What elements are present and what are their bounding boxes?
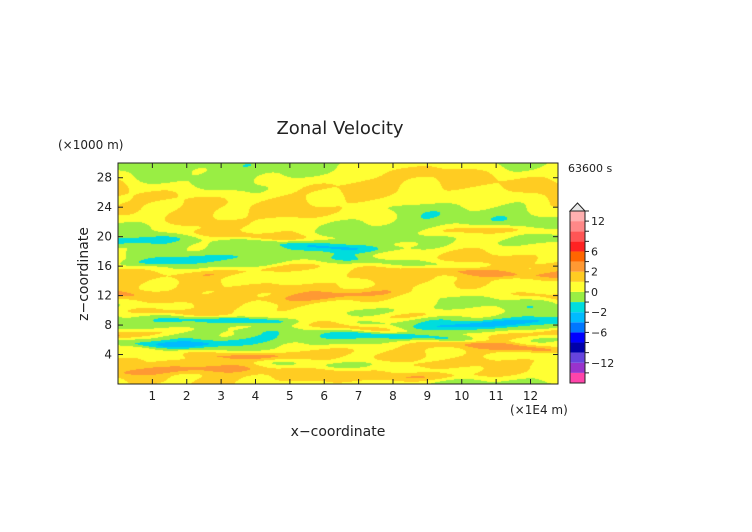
colorbar-swatch: [570, 231, 585, 242]
x-tick-label: 6: [320, 389, 328, 403]
y-tick-label: 16: [97, 259, 112, 273]
colorbar-tick-label: 2: [591, 266, 598, 279]
colorbar-swatch: [570, 261, 585, 272]
x-tick-label: 12: [523, 389, 538, 403]
time-label: 63600 s: [568, 162, 612, 175]
x-tick-label: 10: [454, 389, 469, 403]
colorbar-swatch: [570, 291, 585, 303]
y-tick-label: 8: [104, 318, 112, 332]
colorbar-extend-arrow: [568, 202, 587, 212]
colorbar-swatch: [570, 211, 585, 222]
colorbar-swatch: [570, 281, 585, 292]
colorbar-swatch: [570, 312, 585, 323]
colorbar-tick-label: 12: [591, 215, 605, 228]
y-tick-label: 24: [97, 200, 112, 214]
y-tick-label: 28: [97, 171, 112, 185]
x-unit-label: (×1E4 m): [510, 403, 568, 417]
x-tick-label: 2: [183, 389, 191, 403]
x-tick-label: 8: [389, 389, 397, 403]
colorbar-swatch: [570, 352, 585, 363]
colorbar-swatch: [570, 322, 585, 333]
x-axis-label: x−coordinate: [291, 424, 386, 440]
x-tick-label: 3: [217, 389, 225, 403]
colorbar-tick-label: 0: [591, 286, 598, 299]
colorbar-frame: [569, 210, 586, 384]
colorbar-swatch: [570, 221, 585, 232]
plot-area: [117, 162, 559, 385]
y-tick-label: 12: [97, 289, 112, 303]
colorbar-swatch: [570, 302, 585, 313]
y-axis-label: z−coordinate: [76, 227, 92, 321]
colorbar-swatch: [570, 332, 585, 343]
colorbar-tick-label: −2: [591, 306, 607, 319]
x-tick-label: 4: [252, 389, 260, 403]
colorbar-swatch: [570, 342, 585, 353]
velocity-field: [118, 163, 558, 384]
y-tick-label: 4: [104, 348, 112, 362]
y-axis: 4 8 12 16 20 24 28: [97, 171, 558, 362]
colorbar-swatch: [570, 251, 585, 262]
x-tick-label: 9: [424, 389, 432, 403]
x-tick-label: 11: [488, 389, 503, 403]
colorbar-swatch: [570, 241, 585, 252]
colorbar: 12 6 2 0 −2 −6 −12: [568, 202, 614, 384]
y-unit-label: (×1000 m): [58, 138, 123, 152]
x-tick-label: 1: [149, 389, 157, 403]
colorbar-tick-label: −6: [591, 326, 607, 339]
colorbar-tick-label: −12: [591, 357, 614, 370]
x-tick-label: 7: [355, 389, 363, 403]
colorbar-swatch: [570, 372, 585, 383]
x-tick-label: 5: [286, 389, 294, 403]
plot-frame: [117, 162, 559, 385]
colorbar-tick-label: 6: [591, 245, 598, 258]
x-axis: 1 2 3 4 5 6 7 8 9 10 11 12: [149, 163, 538, 403]
colorbar-swatch: [570, 362, 585, 373]
y-tick-label: 20: [97, 230, 112, 244]
colorbar-swatch: [570, 271, 585, 282]
chart-title: Zonal Velocity: [276, 118, 403, 139]
